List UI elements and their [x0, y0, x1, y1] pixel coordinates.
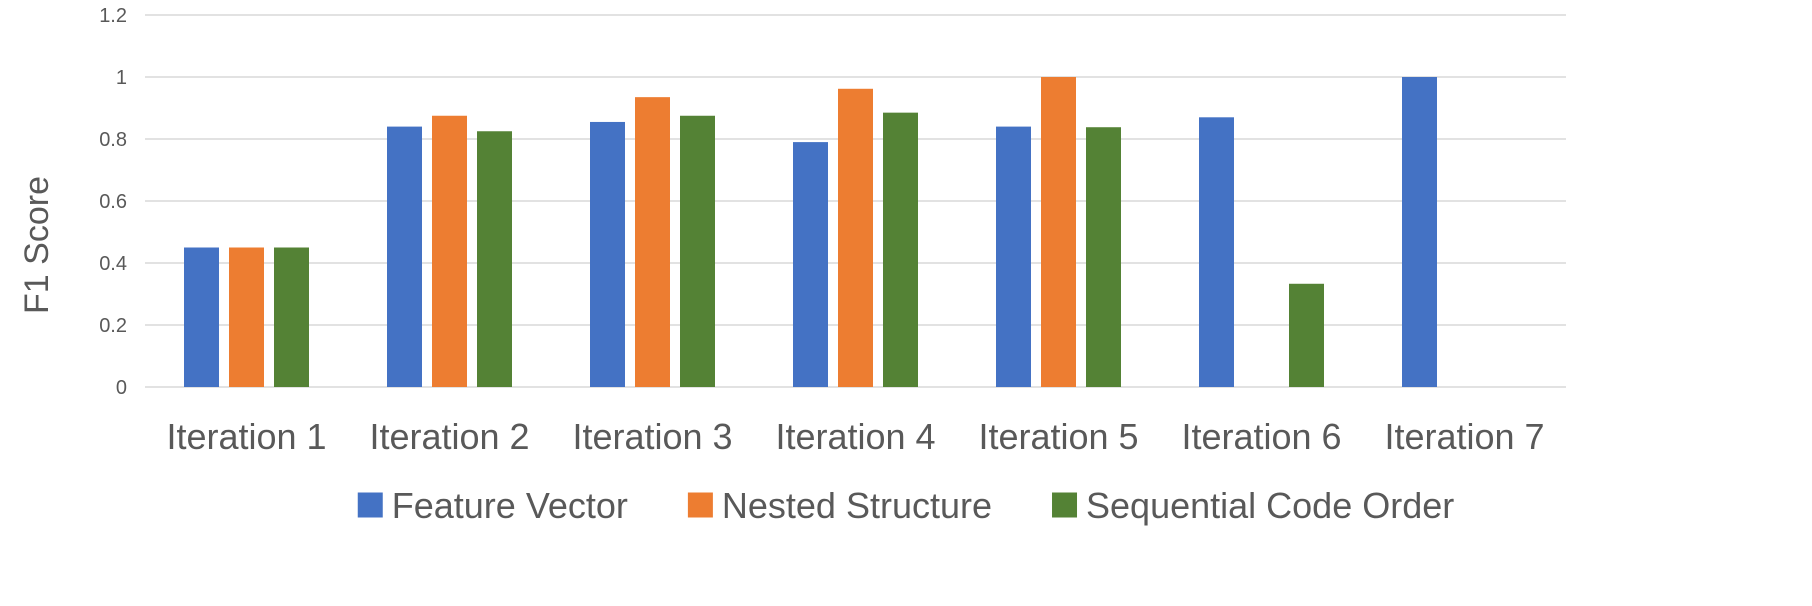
bars-layer	[184, 77, 1437, 388]
bar-nested-structure	[635, 97, 670, 388]
bar-sequential-code-order	[477, 131, 512, 387]
legend-label: Nested Structure	[722, 485, 992, 526]
x-tick-label: Iteration 6	[1181, 416, 1341, 457]
bar-nested-structure	[1041, 77, 1076, 387]
x-tick-label: Iteration 1	[166, 416, 326, 457]
y-tick-label: 0	[116, 377, 127, 399]
bar-feature-vector	[1199, 117, 1234, 388]
bar-sequential-code-order	[883, 112, 918, 388]
legend-swatch-nested-structure	[687, 492, 713, 518]
bar-nested-structure	[432, 115, 467, 387]
bar-feature-vector	[590, 121, 625, 387]
legend: Feature Vector Nested Structure Sequential…	[357, 485, 1454, 526]
y-axis-ticks: 0 0.2 0.4 0.6 0.8 1 1.2	[99, 5, 127, 399]
x-axis-ticks: Iteration 1 Iteration 2 Iteration 3 Iterati…	[166, 416, 1544, 457]
bar-feature-vector	[387, 126, 422, 387]
y-tick-label: 1.2	[99, 5, 127, 27]
y-axis-label: F1 Score	[18, 176, 56, 314]
y-tick-label: 0.2	[99, 315, 127, 337]
bar-sequential-code-order	[680, 115, 715, 387]
bar-sequential-code-order	[1289, 283, 1324, 387]
bar-feature-vector	[184, 247, 219, 387]
bar-sequential-code-order	[274, 247, 309, 387]
y-tick-label: 0.4	[99, 253, 127, 275]
bar-nested-structure	[229, 247, 264, 387]
legend-swatch-feature-vector	[357, 492, 383, 518]
legend-label: Sequential Code Order	[1086, 485, 1454, 526]
y-tick-label: 0.6	[99, 191, 127, 213]
x-tick-label: Iteration 7	[1384, 416, 1544, 457]
y-tick-label: 0.8	[99, 129, 127, 151]
bar-feature-vector	[793, 142, 828, 387]
x-tick-label: Iteration 2	[369, 416, 529, 457]
bar-feature-vector	[1402, 77, 1437, 387]
x-tick-label: Iteration 5	[978, 416, 1138, 457]
legend-label: Feature Vector	[392, 485, 628, 526]
bar-nested-structure	[838, 88, 873, 387]
bar-sequential-code-order	[1086, 127, 1121, 387]
x-tick-label: Iteration 4	[775, 416, 935, 457]
y-tick-label: 1	[116, 67, 127, 89]
bar-feature-vector	[996, 126, 1031, 387]
legend-swatch-sequential-code-order	[1052, 492, 1078, 518]
x-tick-label: Iteration 3	[572, 416, 732, 457]
